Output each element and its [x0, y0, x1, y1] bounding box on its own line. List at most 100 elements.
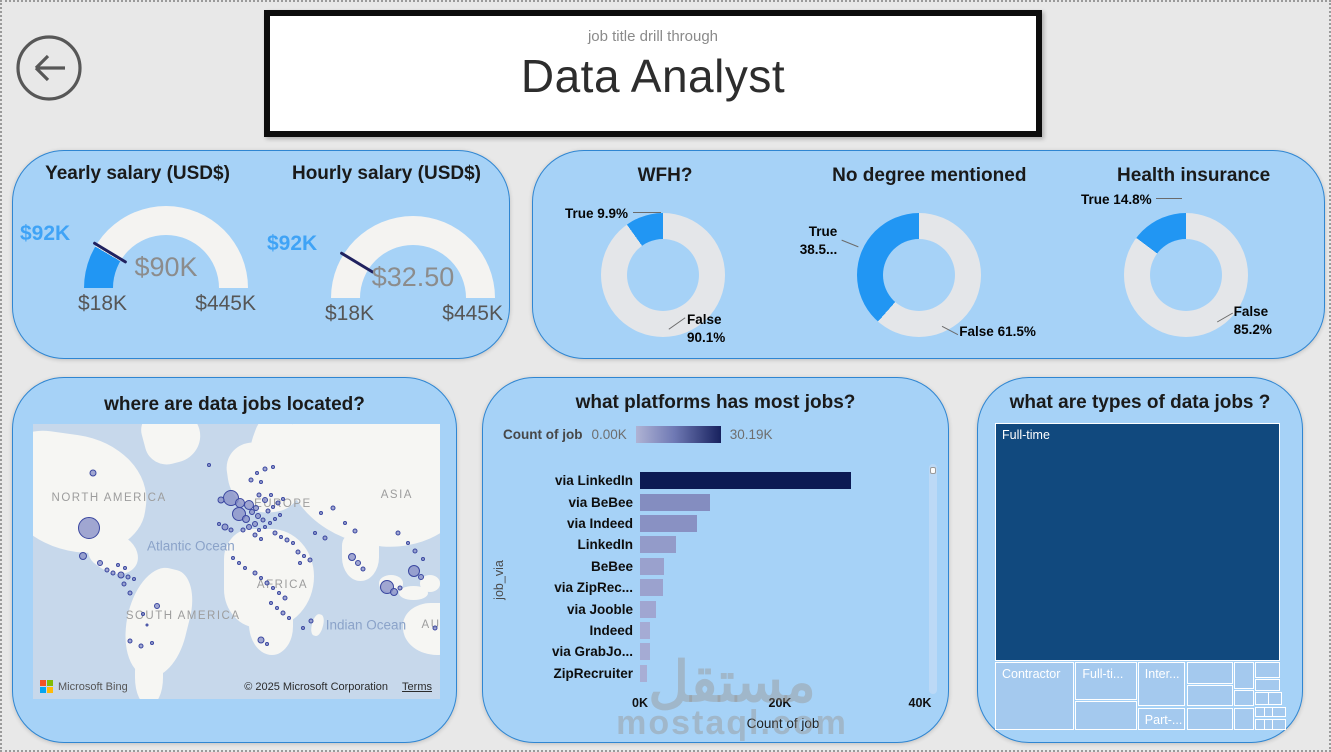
map-bubble[interactable] [145, 623, 149, 627]
map-bubble[interactable] [287, 615, 291, 620]
map-bubble[interactable] [278, 535, 283, 540]
map-bubble[interactable] [262, 525, 267, 530]
map-bubble[interactable] [256, 527, 261, 532]
map-bubble[interactable] [262, 466, 268, 472]
map-bubble[interactable] [206, 462, 211, 467]
map-bubble[interactable] [432, 625, 438, 631]
treemap-tile[interactable] [1255, 662, 1280, 678]
map-bubble[interactable] [217, 496, 225, 504]
map-bubble[interactable] [248, 509, 255, 515]
bar[interactable] [640, 664, 647, 682]
map-bubble[interactable] [280, 497, 285, 502]
map-bubble[interactable] [246, 524, 253, 531]
treemap-tile[interactable] [1268, 691, 1283, 706]
map-bubble[interactable] [412, 548, 418, 554]
bar[interactable] [640, 621, 651, 639]
map-bubble[interactable] [271, 464, 276, 469]
map-bubble[interactable] [256, 492, 262, 498]
bar[interactable] [640, 536, 677, 554]
map-bubble[interactable] [117, 571, 125, 579]
yearly-salary-gauge[interactable]: Yearly salary (USD$) $92K $90K $18K $445… [13, 163, 262, 330]
bar[interactable] [640, 493, 710, 511]
map-bubble[interactable] [261, 496, 268, 503]
terms-link[interactable]: Terms [402, 681, 432, 693]
map-bubble[interactable] [240, 527, 246, 533]
donut-chart[interactable] [601, 213, 725, 337]
map-bubble[interactable] [322, 535, 328, 541]
map-bubble[interactable] [241, 514, 250, 523]
bar[interactable] [640, 472, 851, 490]
scrollbar-track[interactable] [929, 464, 937, 694]
map-bubble[interactable] [258, 576, 263, 580]
map-bubble[interactable] [267, 521, 272, 525]
map-bubble[interactable] [308, 618, 314, 624]
map-bubble[interactable] [420, 557, 425, 562]
map-bubble[interactable] [271, 505, 276, 510]
map-bubble[interactable] [405, 541, 410, 546]
hourly-salary-gauge[interactable]: Hourly salary (USD$) $92K $32.50 $18K $4… [262, 163, 511, 340]
treemap-tile[interactable] [1234, 707, 1255, 730]
map-bubble[interactable] [264, 580, 270, 586]
map-bubble[interactable] [395, 530, 401, 536]
back-button[interactable] [15, 34, 83, 102]
map-bubble[interactable] [254, 470, 259, 475]
treemap-tile[interactable] [1234, 689, 1255, 707]
treemap[interactable]: Full-time Contractor Full-ti... Inter... Par… [995, 423, 1287, 730]
map-bubble[interactable] [221, 523, 229, 531]
map-bubble[interactable] [149, 640, 154, 645]
map-bubble[interactable] [79, 552, 88, 560]
map-bubble[interactable] [243, 566, 248, 571]
map-bubble[interactable] [228, 527, 234, 533]
map-bubble[interactable] [397, 585, 403, 591]
treemap-tile[interactable] [1255, 679, 1280, 691]
map-bubble[interactable] [253, 504, 260, 511]
treemap-tile[interactable] [1272, 706, 1287, 718]
map-bubble[interactable] [216, 522, 221, 527]
map-bubble[interactable] [127, 590, 133, 596]
map-bubble[interactable] [390, 588, 398, 597]
map-bubble[interactable] [275, 500, 281, 506]
treemap-tile[interactable] [1186, 662, 1233, 685]
map-bubble[interactable] [251, 521, 258, 528]
map-bubble[interactable] [125, 574, 131, 580]
map-bubble[interactable] [121, 581, 127, 587]
bar[interactable] [640, 600, 657, 618]
map-bubble[interactable] [258, 480, 263, 485]
map-bubble[interactable] [236, 560, 241, 565]
map-bubble[interactable] [348, 553, 357, 562]
treemap-tile-contractor[interactable]: Contractor [995, 662, 1075, 730]
map-bubble[interactable] [280, 610, 286, 616]
map-bubble[interactable] [319, 511, 324, 516]
map-bubble[interactable] [131, 577, 136, 582]
map-bubble[interactable] [313, 530, 318, 535]
bar[interactable] [640, 579, 664, 597]
treemap-tile[interactable] [1272, 718, 1287, 730]
treemap-tile[interactable] [1186, 707, 1233, 730]
bar[interactable] [640, 557, 665, 575]
map-bubble[interactable] [140, 612, 145, 617]
map-bubble[interactable] [230, 555, 235, 560]
map-bubble[interactable] [122, 566, 127, 571]
map-bubble[interactable] [307, 557, 313, 563]
bar[interactable] [640, 514, 698, 532]
map-bubble[interactable] [89, 469, 97, 477]
map-bubble[interactable] [273, 516, 278, 521]
map-bubble[interactable] [343, 521, 348, 525]
map-bubble[interactable] [272, 530, 278, 536]
treemap-tile[interactable] [1234, 662, 1255, 689]
map-bubble[interactable] [302, 554, 307, 558]
map-bubble[interactable] [278, 513, 283, 518]
map-bubble[interactable] [97, 559, 104, 566]
treemap-tile[interactable] [1186, 685, 1233, 707]
map-bubble[interactable] [269, 601, 274, 606]
map-bubble[interactable] [276, 591, 281, 596]
map-bubble[interactable] [260, 517, 266, 523]
map-bubble[interactable] [271, 585, 276, 590]
map-bubble[interactable] [360, 566, 366, 572]
map-bubble[interactable] [275, 605, 280, 610]
map-bubble[interactable] [154, 603, 161, 610]
map-bubble[interactable] [352, 528, 358, 534]
map-bubble[interactable] [295, 549, 301, 555]
map-bubble[interactable] [78, 516, 101, 539]
map-bubble[interactable] [300, 626, 305, 631]
